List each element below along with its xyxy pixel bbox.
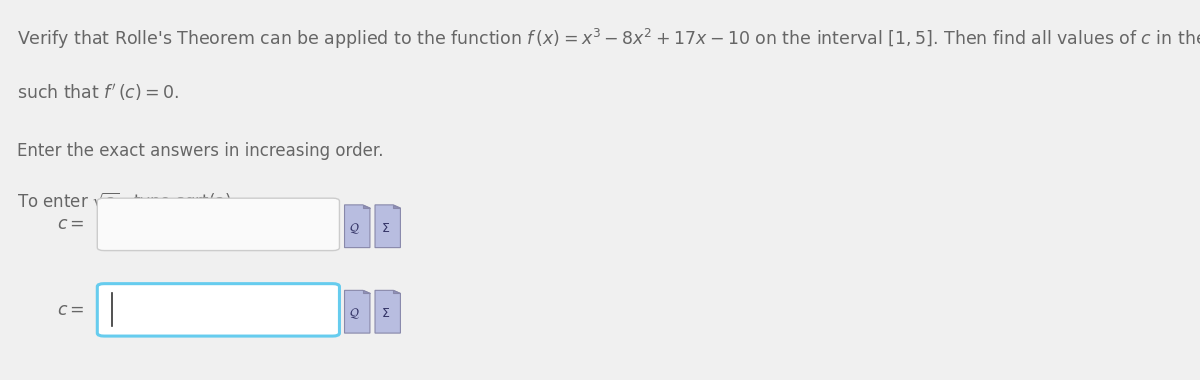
Text: $\Sigma$: $\Sigma$ (380, 307, 390, 320)
FancyBboxPatch shape (97, 198, 340, 250)
Polygon shape (394, 205, 401, 208)
Text: such that $f^{\prime}\,(c) = 0$.: such that $f^{\prime}\,(c) = 0$. (17, 82, 179, 103)
Polygon shape (376, 205, 401, 248)
FancyBboxPatch shape (97, 283, 340, 336)
Text: Enter the exact answers in increasing order.: Enter the exact answers in increasing or… (17, 142, 383, 160)
Text: $c =$: $c =$ (56, 215, 85, 233)
Polygon shape (362, 205, 370, 208)
Text: $\mathcal{Q}$: $\mathcal{Q}$ (349, 221, 360, 236)
Polygon shape (344, 205, 370, 248)
Text: $c =$: $c =$ (56, 301, 85, 319)
Polygon shape (394, 290, 401, 293)
Text: $\mathcal{Q}$: $\mathcal{Q}$ (349, 307, 360, 321)
Polygon shape (362, 290, 370, 293)
Text: To enter $\sqrt{a}$ , type sqrt(a).: To enter $\sqrt{a}$ , type sqrt(a). (17, 190, 236, 213)
Polygon shape (344, 290, 370, 333)
Text: $\Sigma$: $\Sigma$ (380, 222, 390, 235)
Text: Verify that Rolle's Theorem can be applied to the function $f\,(x) = x^3 - 8x^2 : Verify that Rolle's Theorem can be appli… (17, 27, 1200, 51)
Polygon shape (376, 290, 401, 333)
